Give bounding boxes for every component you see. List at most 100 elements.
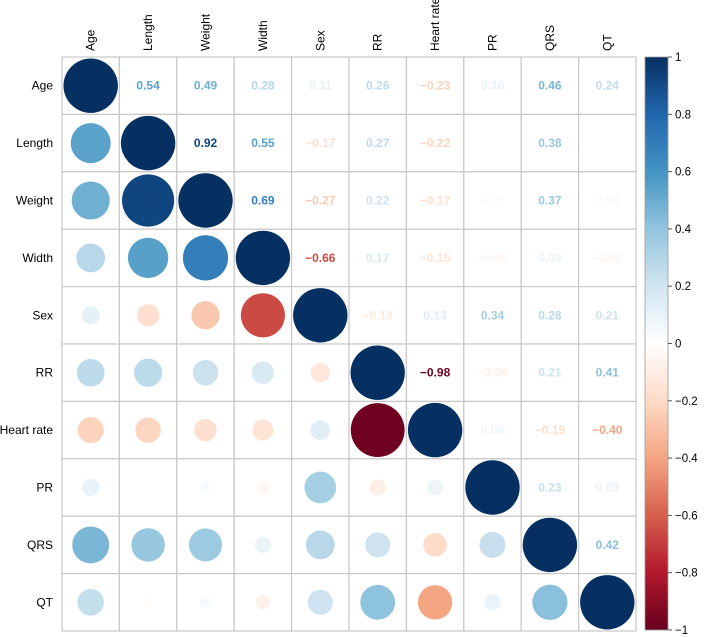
correlation-circle — [423, 533, 447, 557]
correlation-circle — [178, 173, 233, 228]
correlation-circle — [484, 594, 501, 611]
correlation-circle — [131, 528, 165, 562]
coefficient-label: −0.13 — [363, 308, 394, 322]
correlation-circle — [310, 420, 331, 440]
cell-qrs-qt — [577, 515, 637, 575]
coefficient-label: 0.28 — [251, 79, 275, 93]
correlation-circle — [307, 589, 333, 615]
correlation-circle — [479, 531, 506, 558]
column-labels: Age Length Weight Width Sex RR Heart rate PR QRS… — [84, 0, 615, 51]
colorbar-tick-label: 1 — [675, 52, 681, 64]
column-label-rr: RR — [371, 33, 385, 51]
correlation-circle — [256, 481, 269, 494]
column-label-sex: Sex — [313, 30, 327, 51]
colorbar-tick-label: −0.2 — [675, 396, 698, 408]
correlation-circle — [235, 230, 291, 286]
coefficient-label: −0.98 — [420, 366, 451, 380]
colorbar-tick-label: 0 — [675, 339, 681, 351]
correlation-circle — [192, 359, 219, 386]
correlation-circle — [417, 585, 453, 620]
cell-width-qrs — [520, 228, 580, 288]
cell-length-qrs — [520, 113, 580, 173]
column-label-qrs: QRS — [543, 25, 557, 51]
coefficient-label: 0.03 — [481, 194, 505, 208]
cell-age-qt — [577, 56, 637, 116]
correlation-circle — [72, 526, 110, 564]
row-label-qt: QT — [36, 595, 53, 609]
coefficient-label: −0.17 — [420, 194, 451, 208]
coefficient-label: 0.17 — [366, 251, 390, 265]
column-label-length: Length — [141, 14, 155, 51]
correlation-circle — [580, 575, 635, 630]
row-label-pr: PR — [36, 481, 53, 495]
correlation-circle — [71, 181, 110, 220]
colorbar-tick-label: 0.6 — [675, 167, 691, 179]
coefficient-label: 0.13 — [423, 308, 447, 322]
cell-pr-length — [118, 458, 178, 517]
coefficient-label: −0.22 — [420, 136, 451, 150]
coefficient-label: 0.28 — [538, 308, 562, 322]
coefficient-label: 0.92 — [194, 136, 218, 150]
cell-age-weight — [176, 56, 235, 116]
correlation-circle — [136, 304, 160, 327]
coefficient-label: 0.38 — [538, 136, 562, 150]
colorbar-tick-label: −0.4 — [675, 453, 698, 465]
coefficient-label: 0.42 — [596, 538, 620, 552]
correlation-circle — [191, 301, 220, 330]
column-label-qt: QT — [600, 34, 614, 51]
cell-pr-qt — [577, 458, 637, 517]
row-label-sex: Sex — [32, 308, 53, 322]
coefficient-label: 0.27 — [366, 136, 390, 150]
cell-sex-qt — [577, 286, 637, 345]
correlation-circle — [369, 479, 386, 496]
coefficient-label: 0.11 — [309, 79, 332, 93]
coefficient-label: −0.17 — [305, 136, 336, 150]
cell-weight-sex — [291, 171, 350, 230]
coefficient-label: 0.21 — [538, 366, 562, 380]
correlation-circle — [200, 596, 211, 608]
cell-length-pr — [463, 113, 522, 173]
cell-sex-heart-rate — [405, 286, 465, 345]
coefficient-label: 0.23 — [538, 481, 562, 495]
correlation-circle — [252, 419, 274, 441]
colorbar: 1 0.8 0.6 0.4 0.2 0 −0.2 −0.4 −0.6 −0.8 −1 — [644, 52, 698, 637]
correlation-circle — [465, 460, 520, 515]
row-label-weight: Weight — [16, 194, 54, 208]
cell-age-pr — [463, 56, 522, 116]
correlation-circle — [427, 479, 443, 496]
row-labels: Age Length Weight Width Sex RR Heart rate PR QRS… — [0, 79, 54, 610]
correlation-circle — [188, 528, 223, 562]
cell-heart-rate-pr — [463, 400, 522, 460]
coefficient-label: 0.41 — [596, 366, 620, 380]
coefficient-label: −0.40 — [592, 423, 623, 437]
correlation-circle — [532, 584, 568, 620]
coefficient-label: 0.26 — [366, 79, 390, 93]
correlation-circle — [304, 471, 337, 504]
column-label-weight: Weight — [199, 13, 213, 51]
correlation-circle — [194, 418, 217, 442]
coefficient-label: 0.09 — [596, 481, 620, 495]
coefficient-label: 0.37 — [538, 194, 562, 208]
coefficient-label: 0.04 — [596, 194, 620, 208]
correlation-circle — [63, 58, 118, 113]
cell-rr-heart-rate — [405, 343, 465, 403]
coefficient-label: 0.08 — [481, 423, 505, 437]
row-label-qrs: QRS — [27, 538, 53, 552]
correlation-circle — [127, 237, 169, 279]
cell-heart-rate-qrs — [520, 400, 580, 460]
correlation-circle — [365, 532, 391, 558]
correlation-circle — [81, 306, 100, 325]
correlation-circle — [350, 345, 405, 400]
correlation-circle — [254, 536, 272, 554]
coefficient-label: −0.19 — [535, 423, 566, 437]
correlation-circle — [310, 362, 331, 383]
coefficient-label: −0.27 — [305, 194, 336, 208]
coefficient-label: 0.24 — [596, 79, 620, 93]
correlation-circle — [293, 288, 348, 343]
cell-age-rr — [348, 56, 408, 116]
correlation-circle — [120, 115, 176, 171]
coefficient-label: −0.66 — [305, 251, 336, 265]
correlation-circle — [122, 174, 175, 227]
colorbar-tick-label: 0.8 — [675, 109, 691, 121]
